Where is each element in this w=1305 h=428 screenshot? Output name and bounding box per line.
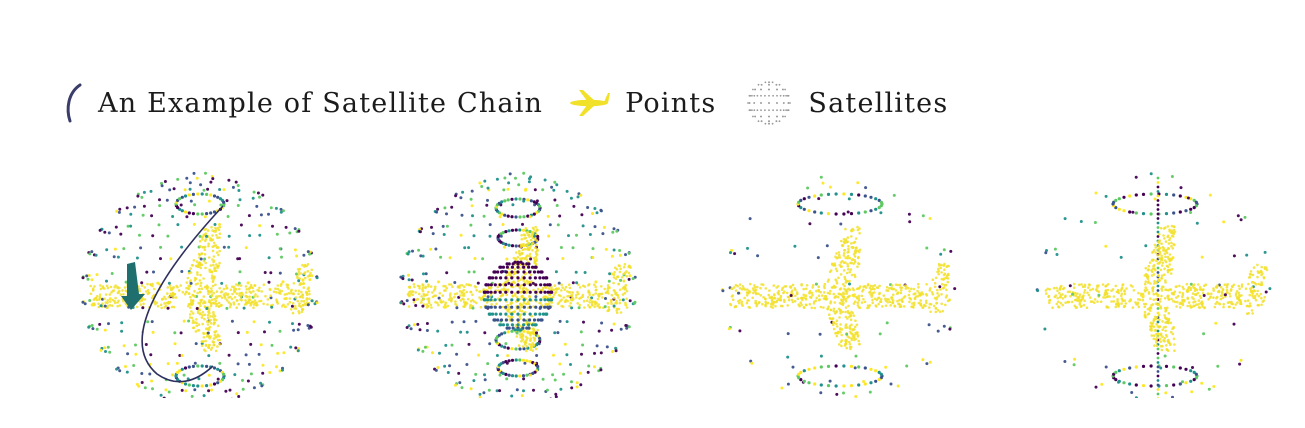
- point-cloud-satellite-chain: [81, 171, 319, 398]
- legend-item-chain: An Example of Satellite Chain: [60, 81, 543, 125]
- panel-4: [1030, 168, 1280, 398]
- point-cloud-sparse-meridian: [1035, 172, 1272, 398]
- airplane-points-icon: [570, 90, 611, 116]
- legend-item-points: Points: [543, 88, 716, 119]
- legend: An Example of Satellite Chain Points Sat…: [60, 78, 948, 128]
- satellite-sphere-icon: [747, 81, 792, 125]
- legend-chain-label: An Example of Satellite Chain: [98, 87, 544, 119]
- legend-satellites-label: Satellites: [808, 87, 949, 119]
- panel-2: [393, 168, 643, 398]
- legend-item-satellites: Satellites: [716, 78, 948, 128]
- point-cloud-sparse-rings: [720, 175, 957, 398]
- panel-3: [715, 168, 965, 398]
- legend-points-label: Points: [625, 87, 717, 119]
- point-cloud-central-sphere: [399, 171, 637, 398]
- chain-curve-icon: [66, 83, 82, 123]
- panel-1: [75, 168, 325, 398]
